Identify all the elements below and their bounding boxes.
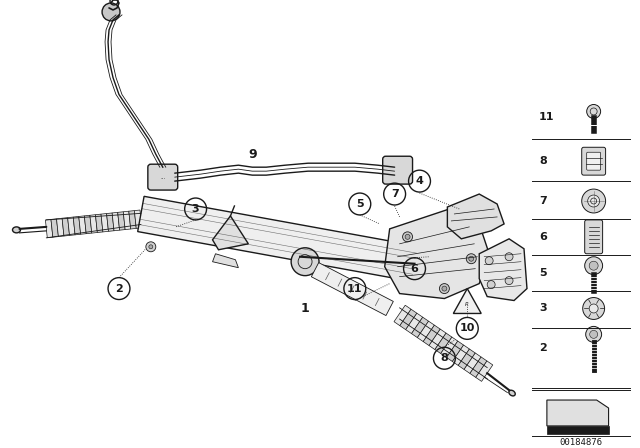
Polygon shape [400,309,417,330]
Ellipse shape [509,390,515,396]
Circle shape [403,232,413,242]
Circle shape [467,254,476,264]
Circle shape [582,189,605,213]
Polygon shape [73,216,81,235]
FancyBboxPatch shape [587,152,600,170]
Text: R: R [465,302,469,307]
Circle shape [589,261,598,270]
Polygon shape [464,353,481,374]
Circle shape [405,234,410,239]
Polygon shape [95,214,103,233]
Polygon shape [447,194,504,239]
Text: 6: 6 [539,232,547,242]
Polygon shape [453,289,481,314]
Polygon shape [441,337,458,358]
Text: 00184876: 00184876 [559,438,602,447]
FancyBboxPatch shape [148,164,178,190]
Polygon shape [394,305,411,326]
Text: 5: 5 [539,267,547,278]
Polygon shape [134,210,142,228]
Polygon shape [458,349,476,370]
Polygon shape [435,333,452,353]
Ellipse shape [13,227,20,233]
Text: 6: 6 [411,264,419,274]
Text: 1: 1 [301,302,310,315]
Polygon shape [429,329,446,349]
Polygon shape [311,263,394,315]
Polygon shape [90,215,97,233]
Text: 2: 2 [539,343,547,353]
Polygon shape [118,212,125,230]
Polygon shape [107,213,114,231]
Text: ...: ... [160,175,165,180]
Text: 7: 7 [539,196,547,206]
Polygon shape [56,218,64,237]
Polygon shape [124,211,131,229]
Text: 5: 5 [356,199,364,209]
Circle shape [505,277,513,284]
Polygon shape [447,341,463,362]
Text: 11: 11 [347,284,363,293]
Circle shape [468,256,474,261]
Text: 8: 8 [440,353,448,363]
Text: 3: 3 [539,303,547,314]
Circle shape [291,248,319,276]
Text: 9: 9 [248,148,257,161]
Text: 2: 2 [115,284,123,293]
Circle shape [582,297,605,319]
Polygon shape [412,317,429,338]
FancyBboxPatch shape [582,147,605,175]
Circle shape [586,327,602,342]
Polygon shape [470,357,487,377]
Polygon shape [423,325,440,345]
Polygon shape [406,313,423,334]
Polygon shape [452,345,469,366]
Polygon shape [129,211,136,229]
Polygon shape [101,214,108,232]
Circle shape [102,3,120,21]
Circle shape [585,257,603,275]
Text: 3: 3 [192,204,200,214]
Circle shape [589,304,598,313]
Circle shape [452,215,457,220]
Polygon shape [212,216,248,250]
Polygon shape [79,216,86,234]
Polygon shape [547,426,609,434]
Circle shape [589,330,598,338]
Circle shape [149,245,153,249]
Polygon shape [479,239,527,301]
Text: 7: 7 [391,189,399,199]
Polygon shape [62,218,70,236]
Text: 8: 8 [539,156,547,166]
Polygon shape [84,215,92,234]
Circle shape [505,253,513,261]
Polygon shape [417,321,435,341]
Circle shape [440,284,449,293]
Text: 10: 10 [460,323,475,333]
Polygon shape [138,196,418,281]
Circle shape [587,104,600,118]
Circle shape [485,257,493,265]
Polygon shape [547,400,609,426]
Circle shape [449,212,460,222]
Text: 4: 4 [415,176,424,186]
Polygon shape [51,219,58,237]
Polygon shape [385,209,489,298]
FancyBboxPatch shape [383,156,413,184]
Polygon shape [476,361,493,381]
Circle shape [442,286,447,291]
Text: 11: 11 [539,112,554,122]
FancyBboxPatch shape [585,220,603,254]
Polygon shape [68,217,75,236]
Polygon shape [45,220,53,238]
Polygon shape [212,254,239,268]
Circle shape [588,195,600,207]
Polygon shape [112,212,120,231]
Circle shape [146,242,156,252]
Circle shape [487,280,495,289]
